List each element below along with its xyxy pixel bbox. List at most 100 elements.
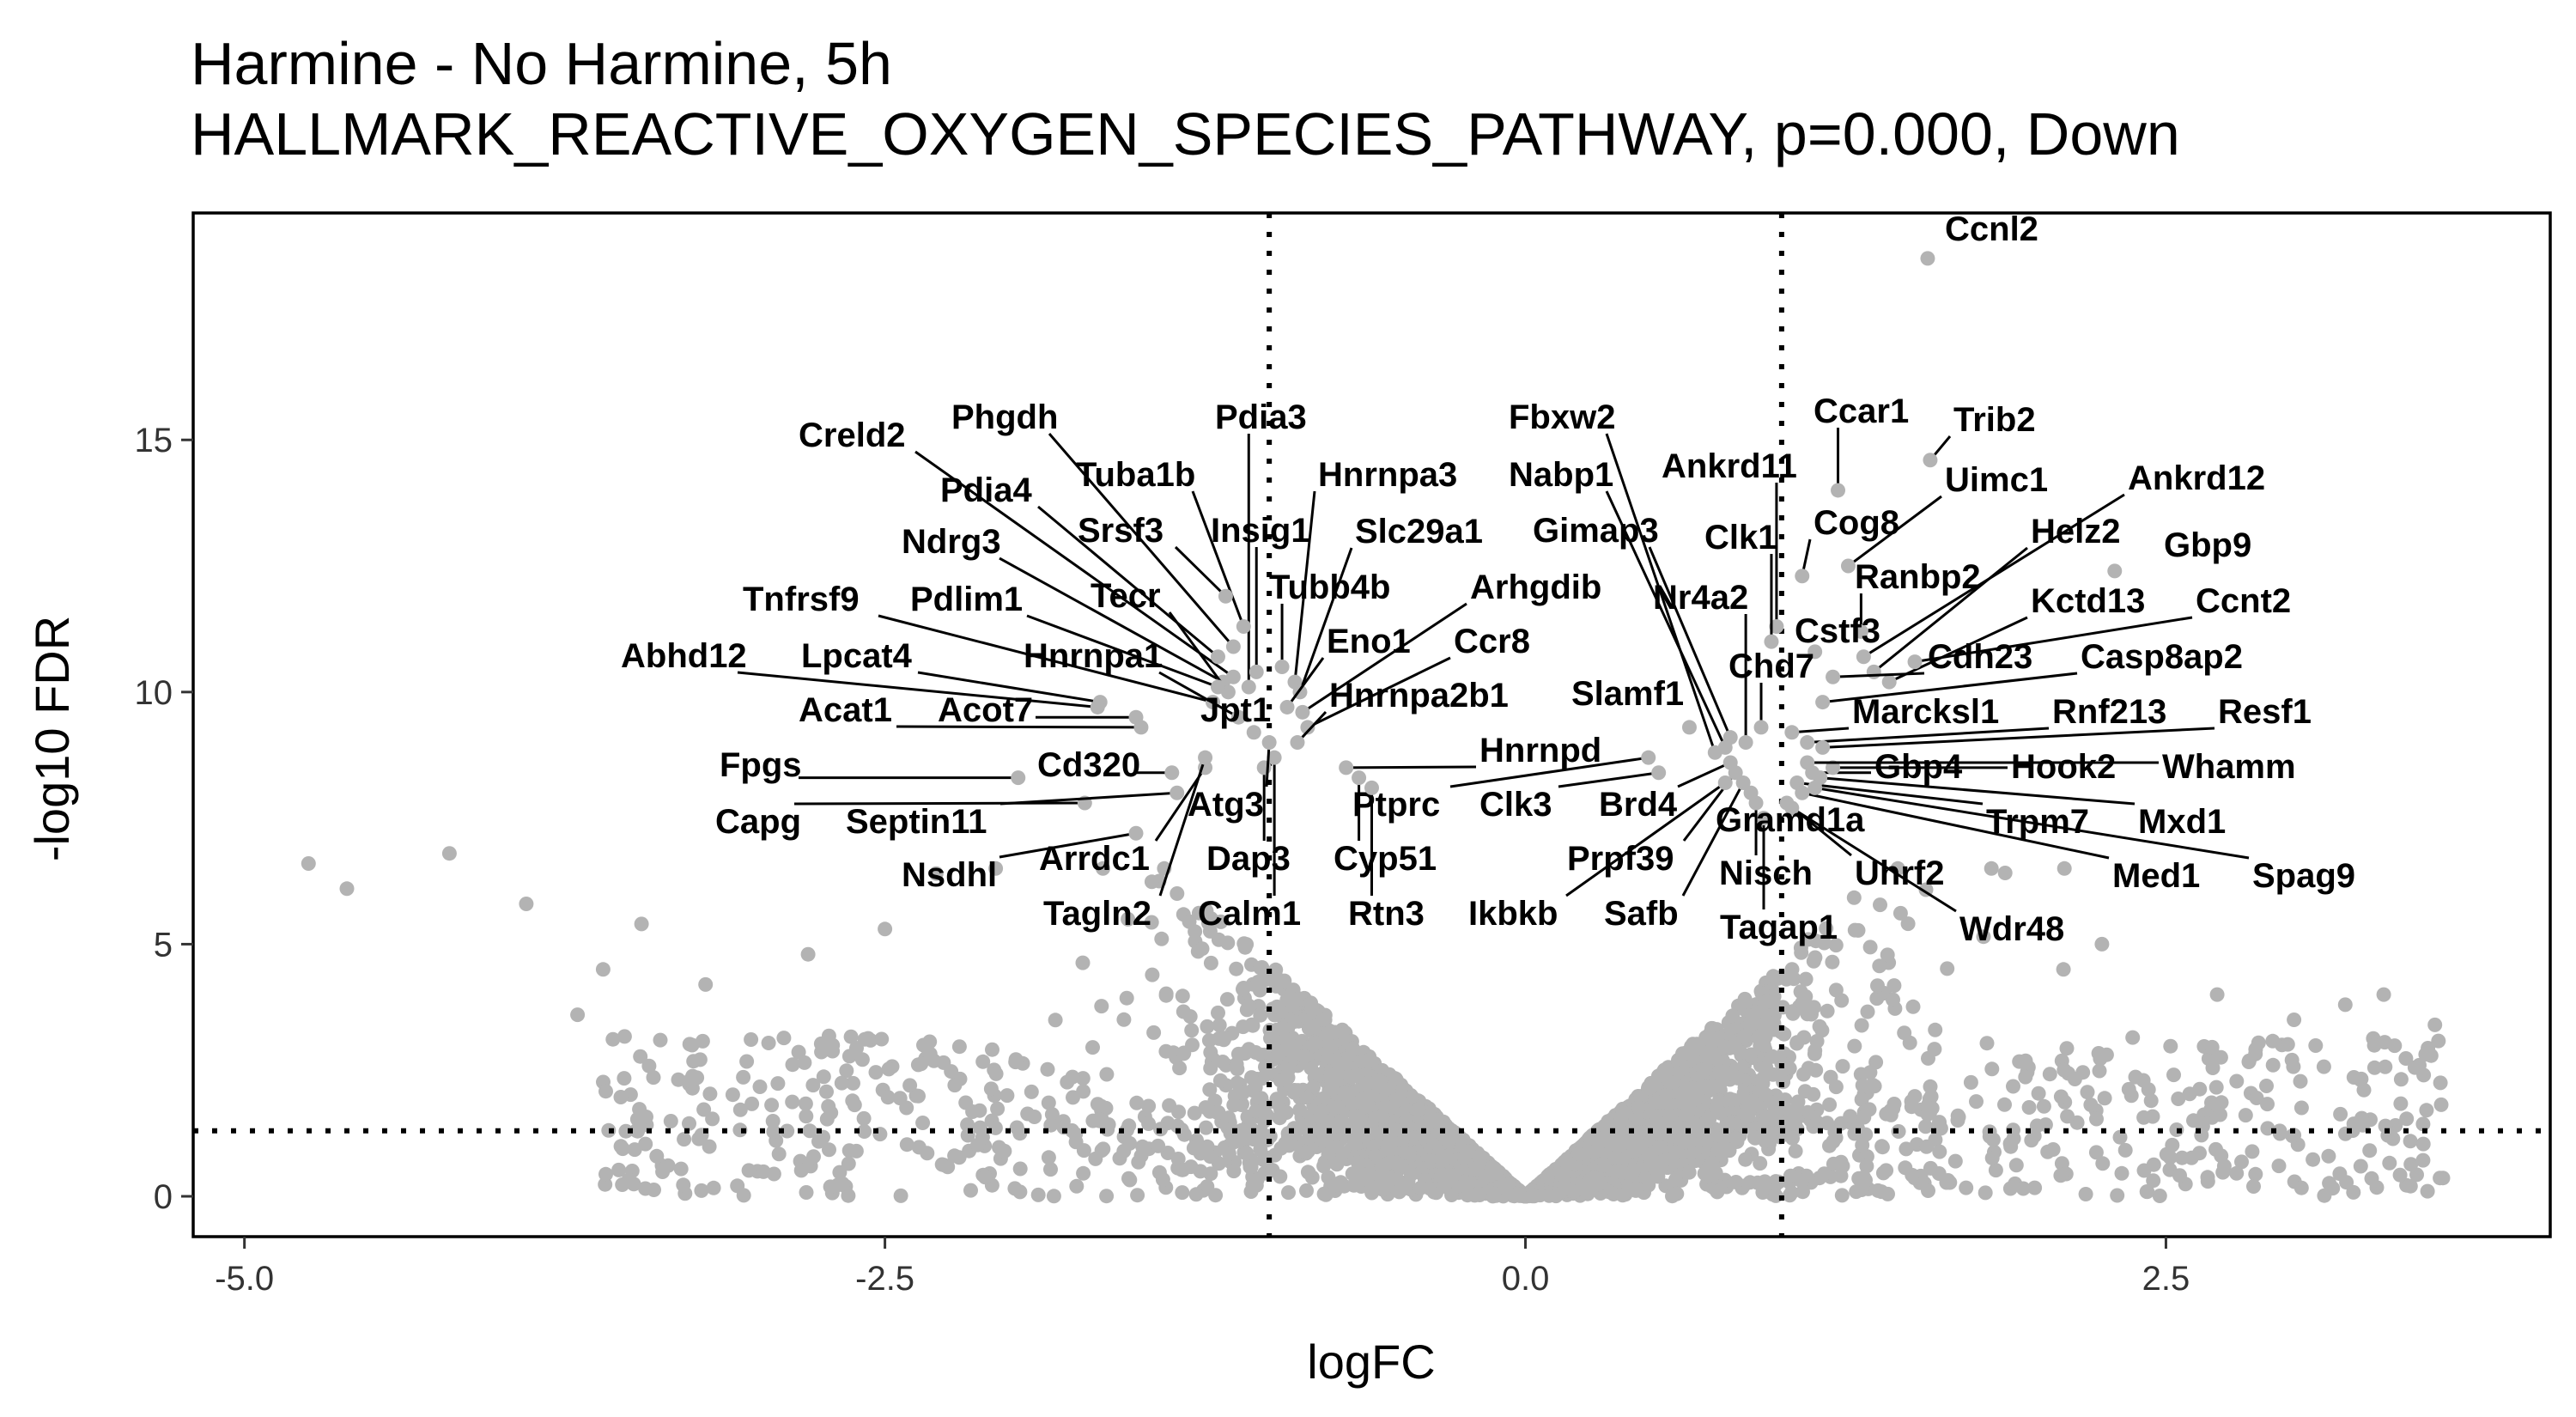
gene-point: [676, 1177, 691, 1193]
gene-point: [741, 1163, 756, 1178]
gene-point: [1085, 1040, 1100, 1055]
gene-point: [990, 1101, 1005, 1116]
gene-label: Safb: [1604, 895, 1679, 933]
gene-point: [1122, 1172, 1138, 1188]
label-leader: [1814, 786, 2250, 860]
gene-point: [1670, 1120, 1686, 1135]
gene-point: [1789, 1036, 1805, 1051]
label-leader: [1168, 611, 1230, 693]
gene-label: Jpt1: [1200, 691, 1271, 729]
gene-point: [1788, 1116, 1802, 1131]
gene-point: [1303, 1119, 1318, 1134]
gene-point: [1893, 905, 1908, 921]
gene-point: [800, 946, 816, 962]
gene-point: [1333, 1175, 1348, 1190]
gene-point: [1828, 1079, 1844, 1095]
gene-point: [1287, 1014, 1302, 1029]
gene-point: [1822, 1097, 1838, 1112]
gene-label: Chd7: [1728, 648, 1814, 685]
gene-point: [1862, 940, 1878, 955]
chart-subtitle: HALLMARK_REACTIVE_OXYGEN_SPECIES_PATHWAY…: [191, 100, 2180, 167]
gene-point: [2382, 1155, 2397, 1171]
gene-point: [922, 1034, 938, 1049]
gene-point: [1860, 1004, 1875, 1019]
gene-point: [2316, 1059, 2331, 1074]
gene-point: [2362, 1143, 2378, 1159]
gene-point: [799, 1109, 814, 1124]
gene-label: Marcksl1: [1852, 693, 1999, 731]
gene-label: Acat1: [799, 691, 892, 729]
gene-point: [983, 1081, 999, 1097]
gene-label: Pdlim1: [910, 581, 1023, 618]
gene-point: [1346, 1041, 1360, 1056]
gene-point: [2094, 936, 2110, 952]
gene-point: [975, 1129, 990, 1145]
gene-point: [1704, 1155, 1720, 1171]
gene-label: Nabp1: [1509, 456, 1613, 494]
gene-point: [1886, 992, 1900, 1007]
gene-point: [1800, 1006, 1815, 1022]
label-leader: [1191, 490, 1245, 628]
labeled-gene-point: [1826, 669, 1841, 684]
gene-point: [1248, 1104, 1263, 1119]
gene-point: [2287, 1013, 2302, 1027]
gene-label: Tubb4b: [1269, 569, 1390, 606]
gene-point: [649, 1148, 665, 1164]
gene-point: [1773, 1025, 1789, 1040]
gene-point: [1119, 990, 1134, 1006]
label-leader: [1796, 781, 1984, 806]
gene-point: [2018, 1069, 2033, 1085]
gene-point: [839, 1063, 854, 1079]
gene-point: [1797, 1084, 1813, 1099]
gene-point: [1040, 1061, 1055, 1077]
labeled-gene-point: [1133, 720, 1149, 735]
gene-point: [1728, 1175, 1744, 1189]
label-leader: [1822, 727, 2215, 749]
gene-point: [1886, 978, 1902, 994]
gene-point: [2002, 1136, 2018, 1152]
gene-point: [1795, 1184, 1810, 1200]
gene-point: [1354, 1092, 1370, 1108]
gene-point: [1817, 1166, 1832, 1182]
gene-point: [1613, 1113, 1629, 1128]
gene-point: [1212, 1018, 1227, 1033]
gene-point: [2125, 1030, 2141, 1045]
gene-label: Tuba1b: [1076, 456, 1195, 494]
gene-point: [2117, 1142, 2133, 1158]
label-leader: [1265, 742, 1271, 788]
gene-label: Arhgdib: [1470, 569, 1601, 606]
gene-point: [756, 1164, 771, 1179]
gene-point: [881, 1061, 896, 1077]
gene-point: [1899, 1141, 1914, 1157]
gene-point: [630, 1123, 646, 1139]
gene-point: [598, 1166, 613, 1182]
labeled-gene-point: [1795, 569, 1810, 584]
gene-label: Lpcat4: [801, 637, 913, 675]
gene-point: [823, 1179, 838, 1195]
gene-point: [2353, 1159, 2368, 1174]
gene-point: [1145, 967, 1160, 982]
gene-point: [1027, 1110, 1042, 1124]
gene-point: [1900, 916, 1916, 932]
gene-point: [1755, 1076, 1771, 1092]
label-leader: [1681, 781, 1745, 897]
gene-point: [2143, 1093, 2159, 1109]
gene-point: [1354, 1166, 1370, 1182]
gene-point: [1291, 1083, 1306, 1098]
gene-point: [1315, 1013, 1331, 1027]
gene-point: [785, 1057, 800, 1073]
gene-point: [1281, 1138, 1297, 1153]
gene-point: [1808, 934, 1824, 949]
gene-point: [2018, 1053, 2033, 1068]
gene-point: [1717, 1039, 1733, 1055]
gene-point: [1342, 1069, 1358, 1085]
gene-point: [1302, 1129, 1317, 1145]
gene-point: [835, 1176, 850, 1191]
gene-point: [1361, 1075, 1376, 1091]
gene-point: [1346, 1177, 1362, 1193]
gene-point: [2392, 1167, 2408, 1183]
gene-point: [988, 1066, 1004, 1081]
label-leader: [1873, 546, 2028, 673]
